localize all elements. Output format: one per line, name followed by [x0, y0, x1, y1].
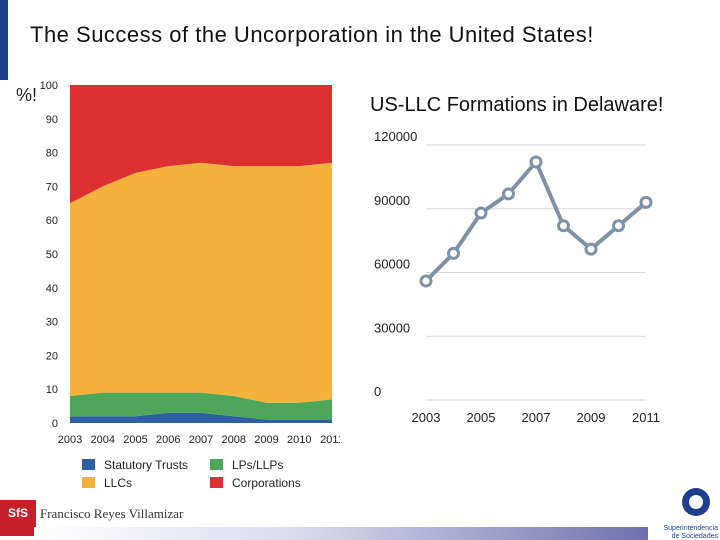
data-point [639, 195, 653, 209]
y-tick-label: 60000 [374, 257, 410, 272]
svg-text:Superintendencia: Superintendencia [664, 525, 719, 532]
supersociedades-logo: Superintendencia de Sociedades [648, 488, 720, 540]
legend-label: LLCs [104, 476, 132, 490]
x-tick-label: 2011 [632, 410, 660, 425]
x-tick-label: 2006 [156, 434, 180, 446]
y-tick-label: 120000 [374, 129, 417, 144]
data-point [474, 206, 488, 220]
legend-swatch [82, 477, 95, 488]
y-tick-label: 60 [46, 215, 58, 227]
legend-label: Statutory Trusts [104, 458, 188, 472]
y-tick-label: 100 [40, 80, 58, 92]
y-tick-label: 90000 [374, 193, 410, 208]
svg-text:de Sociedades: de Sociedades [672, 533, 719, 540]
y-axis-label: %! [16, 85, 37, 105]
legend-swatch [210, 477, 223, 488]
y-tick-label: 10 [46, 384, 58, 396]
x-tick-label: 2005 [123, 434, 147, 446]
slide-title: The Success of the Uncorporation in the … [30, 22, 594, 47]
y-tick-label: 80 [46, 148, 58, 160]
area-series-llcs [70, 162, 332, 403]
data-point [447, 246, 460, 260]
area-series-corporations [70, 85, 332, 204]
line-series [424, 160, 648, 283]
data-point [557, 219, 570, 233]
x-tick-label: 2004 [91, 434, 115, 446]
y-tick-label: 0 [374, 384, 381, 399]
legend-swatch [210, 459, 223, 470]
legend-label: Corporations [232, 476, 301, 490]
y-tick-label: 70 [46, 181, 58, 193]
data-point [502, 187, 515, 201]
x-tick-label: 2003 [412, 410, 441, 425]
x-tick-label: 2007 [189, 434, 213, 446]
data-point [419, 274, 433, 288]
footer-gradient-bar [34, 527, 720, 540]
stacked-area-chart: %! 0 10 20 30 40 50 60 70 80 90 100 2003 2004 2005 2006… [16, 80, 340, 490]
x-tick-label: 2003 [58, 434, 82, 446]
area-series-statutory-trusts [70, 412, 332, 423]
x-tick-label: 2010 [287, 434, 311, 446]
x-tick-label: 2008 [222, 434, 246, 446]
x-tick-label: 2009 [577, 410, 606, 425]
y-tick-label: 90 [46, 114, 58, 126]
line-chart: US-LLC Formations in Delaware! 0 30000 6000… [370, 94, 663, 425]
slide-accent-bar [0, 0, 8, 80]
data-point [612, 219, 625, 233]
legend-label: LPs/LLPs [232, 458, 283, 472]
x-tick-label: 2007 [522, 410, 551, 425]
legend-swatch [82, 459, 95, 470]
area-series-lps-llps [70, 392, 332, 420]
y-tick-label: 40 [46, 283, 58, 295]
x-tick-label: 2005 [467, 410, 496, 425]
x-tick-label: 2009 [254, 434, 278, 446]
y-tick-label: 50 [46, 249, 58, 261]
y-tick-label: 0 [52, 418, 58, 430]
x-tick-label: 2011 [320, 434, 340, 446]
y-tick-label: 30000 [374, 320, 410, 335]
line-chart-title: US-LLC Formations in Delaware! [370, 94, 663, 116]
y-tick-label: 20 [46, 350, 58, 362]
data-point [529, 155, 543, 169]
sfs-logo: SfS [0, 500, 36, 536]
data-point [584, 242, 598, 256]
y-tick-label: 30 [46, 317, 58, 329]
footer-author: Francisco Reyes Villamizar [40, 506, 184, 521]
